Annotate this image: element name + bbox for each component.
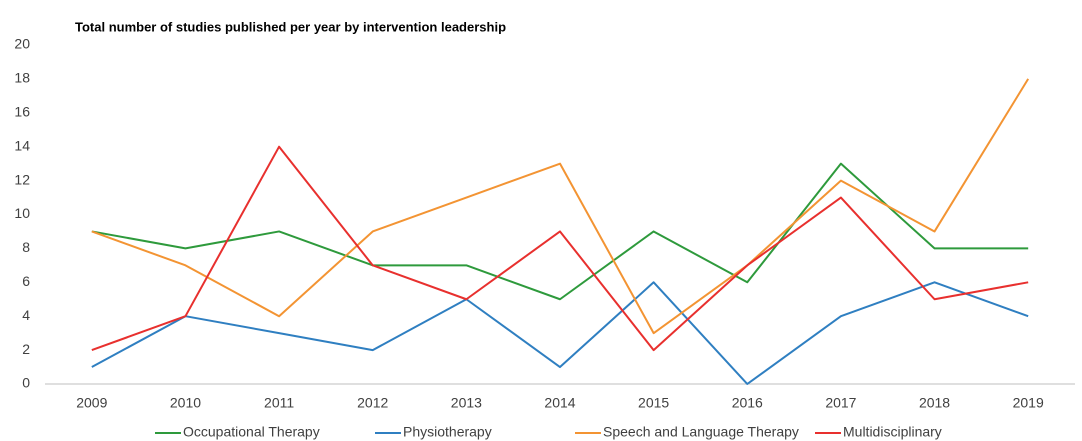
x-tick-label: 2013 xyxy=(451,395,482,411)
chart-title: Total number of studies published per ye… xyxy=(75,19,506,34)
x-tick-label: 2010 xyxy=(170,395,201,411)
y-tick-label: 16 xyxy=(14,104,30,120)
y-tick-label: 10 xyxy=(14,205,30,221)
y-tick-label: 12 xyxy=(14,171,30,187)
legend-label: Physiotherapy xyxy=(403,424,492,440)
series-line xyxy=(91,281,1029,385)
legend-label: Speech and Language Therapy xyxy=(603,424,799,440)
x-tick-label: 2011 xyxy=(264,395,294,411)
series-line xyxy=(91,78,1030,335)
x-tick-label: 2015 xyxy=(638,395,669,411)
x-tick-label: 2017 xyxy=(825,395,856,411)
x-tick-label: 2014 xyxy=(544,395,575,411)
x-tick-label: 2016 xyxy=(732,395,763,411)
series-line xyxy=(91,162,1029,301)
y-tick-label: 8 xyxy=(22,239,30,255)
legend-label: Occupational Therapy xyxy=(183,424,320,440)
y-tick-label: 20 xyxy=(14,36,30,52)
legend-label: Multidisciplinary xyxy=(843,424,942,440)
x-tick-label: 2019 xyxy=(1013,395,1044,411)
series-line xyxy=(91,145,1029,352)
x-tick-label: 2012 xyxy=(357,395,388,411)
y-tick-label: 18 xyxy=(14,70,30,86)
y-tick-label: 0 xyxy=(22,375,30,391)
y-tick-label: 4 xyxy=(22,307,30,323)
x-tick-label: 2009 xyxy=(76,395,107,411)
x-tick-label: 2018 xyxy=(919,395,950,411)
y-tick-label: 2 xyxy=(22,341,30,357)
y-tick-label: 6 xyxy=(22,273,30,289)
y-tick-label: 14 xyxy=(14,137,30,153)
